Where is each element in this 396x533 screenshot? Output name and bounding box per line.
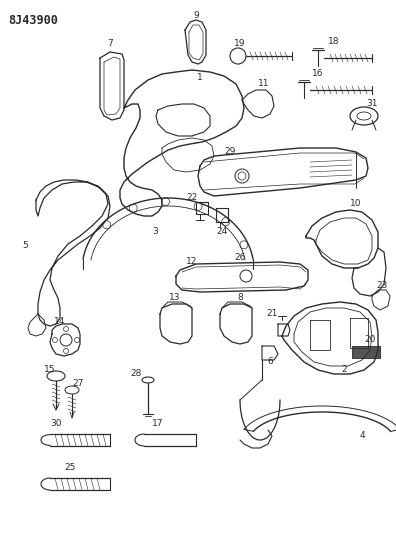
Text: 20: 20: [364, 335, 376, 344]
Text: 31: 31: [366, 100, 378, 109]
Text: 4: 4: [359, 432, 365, 440]
Text: 16: 16: [312, 69, 324, 78]
Text: 13: 13: [169, 294, 181, 303]
Text: 30: 30: [50, 419, 62, 429]
Text: 18: 18: [328, 37, 340, 46]
Text: 24: 24: [216, 228, 228, 237]
Text: 7: 7: [107, 39, 113, 49]
Text: 21: 21: [267, 310, 278, 319]
Text: 3: 3: [152, 228, 158, 237]
Text: 11: 11: [258, 79, 270, 88]
Text: 23: 23: [376, 281, 388, 290]
Text: 22: 22: [187, 193, 198, 203]
Text: 25: 25: [64, 464, 76, 472]
Text: 2: 2: [341, 366, 347, 375]
Text: 29: 29: [224, 148, 236, 157]
Text: 8J43900: 8J43900: [8, 14, 58, 27]
Text: 27: 27: [72, 379, 84, 389]
Text: 10: 10: [350, 199, 362, 208]
Text: 14: 14: [54, 318, 66, 327]
Text: 6: 6: [267, 358, 273, 367]
Text: 8: 8: [237, 294, 243, 303]
Bar: [352, 346, 380, 358]
Text: 19: 19: [234, 38, 246, 47]
Text: 5: 5: [22, 240, 28, 249]
Text: 17: 17: [152, 419, 164, 429]
Text: 15: 15: [44, 366, 56, 375]
Text: 9: 9: [193, 11, 199, 20]
Text: 12: 12: [186, 257, 198, 266]
Text: 1: 1: [197, 74, 203, 83]
Text: 28: 28: [130, 369, 142, 378]
Text: 26: 26: [234, 254, 246, 262]
